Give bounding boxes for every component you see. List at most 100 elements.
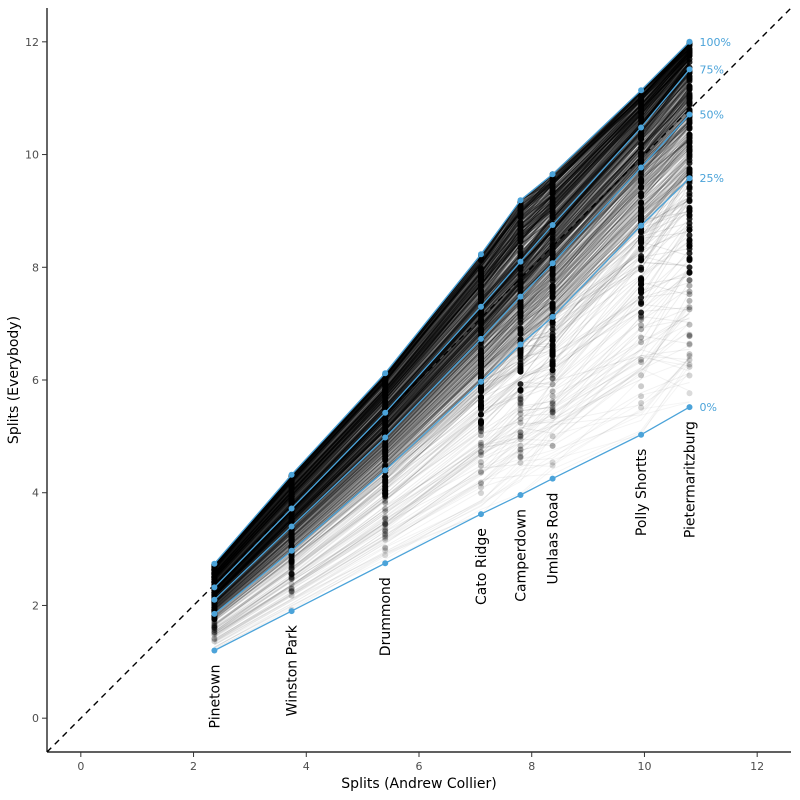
runner-dot (686, 361, 693, 368)
runner-dot (288, 570, 295, 577)
runner-line (214, 318, 690, 636)
runner-dot (686, 117, 693, 123)
runner-line (214, 43, 690, 566)
runner-line (214, 107, 690, 600)
runner-dot (288, 565, 295, 572)
runner-line (214, 55, 690, 576)
runner-line (214, 137, 690, 607)
runner-dot (517, 400, 524, 407)
runner-line (214, 101, 690, 597)
runner-dot (686, 353, 693, 359)
runner-line (214, 46, 690, 569)
x-axis-title: Splits (Andrew Collier) (341, 776, 496, 792)
runner-line (214, 255, 690, 624)
runner-dot (517, 368, 524, 375)
runner-line (214, 52, 690, 577)
runner-dot (288, 575, 295, 582)
runner-line (214, 144, 690, 605)
runner-line (214, 70, 690, 590)
runner-line (214, 168, 690, 610)
runner-line (214, 65, 690, 583)
runner-line (214, 49, 690, 574)
runner-line (214, 123, 690, 604)
runner-line (214, 69, 690, 586)
runner-dot (478, 273, 484, 280)
runner-line (214, 78, 690, 590)
runner-dot (549, 398, 556, 405)
runner-dot (478, 428, 484, 435)
runner-line (214, 71, 690, 590)
runner-line (214, 137, 690, 606)
runner-line (214, 48, 690, 570)
runner-line (214, 96, 690, 597)
runner-line (214, 50, 690, 574)
runner-line (214, 218, 690, 620)
runner-line (214, 222, 690, 625)
runner-line (214, 105, 690, 597)
runner-line (214, 80, 690, 592)
runner-line (214, 66, 690, 584)
runner-line (214, 54, 690, 579)
runner-line (214, 54, 690, 577)
runner-line (214, 62, 690, 586)
runner-line (214, 273, 690, 630)
runner-dot (638, 140, 645, 147)
quantile-point (211, 560, 218, 567)
runner-dot (686, 340, 693, 347)
runner-line (214, 401, 690, 650)
runner-dot (549, 367, 556, 373)
runner-line (214, 80, 690, 593)
runner-dot (382, 528, 389, 534)
runner-line (214, 163, 690, 610)
runner-line (214, 63, 690, 582)
runner-dot (638, 205, 645, 212)
x-tick-label: 12 (750, 760, 764, 773)
runner-line (214, 368, 690, 644)
runner-dot (638, 404, 645, 411)
runner-dot (288, 571, 295, 578)
runner-dot (686, 356, 693, 363)
runner-dot (638, 356, 645, 363)
runner-line (214, 270, 690, 635)
runner-lines-layer (214, 41, 690, 651)
runner-line (214, 54, 690, 574)
quantile-point (686, 66, 693, 73)
quantile-point (288, 505, 295, 512)
runner-line (214, 62, 690, 585)
runner-line (214, 59, 690, 580)
runner-line (214, 110, 690, 600)
runner-dot (288, 571, 295, 578)
runner-dot (478, 295, 484, 302)
runner-line (214, 145, 690, 608)
runner-dot (478, 308, 484, 315)
runner-line (214, 51, 690, 572)
runner-line (214, 140, 690, 609)
runner-line (214, 79, 690, 592)
runner-dot (686, 333, 693, 340)
runner-dot (517, 356, 524, 363)
runner-dot (686, 131, 693, 138)
runner-line (214, 71, 690, 590)
runner-line (214, 55, 690, 577)
runner-line (214, 48, 690, 569)
runner-dot (517, 402, 524, 409)
runner-dot (211, 629, 218, 636)
runner-line (214, 122, 690, 601)
runner-line (214, 156, 690, 609)
runner-line (214, 100, 690, 595)
runner-dot (478, 448, 484, 455)
runner-dot (382, 544, 389, 551)
runner-line (214, 47, 690, 574)
runner-line (214, 134, 690, 607)
runner-line (214, 70, 690, 590)
runner-line (214, 199, 690, 619)
runner-dot (382, 547, 389, 554)
runner-dot (211, 589, 218, 596)
quantile-line-100pct (213, 41, 690, 565)
runner-dot (517, 436, 524, 443)
runner-dot (638, 276, 645, 283)
runner-line (214, 96, 690, 595)
runner-dot (638, 383, 645, 390)
runner-line (214, 159, 690, 609)
runner-line (214, 69, 690, 591)
